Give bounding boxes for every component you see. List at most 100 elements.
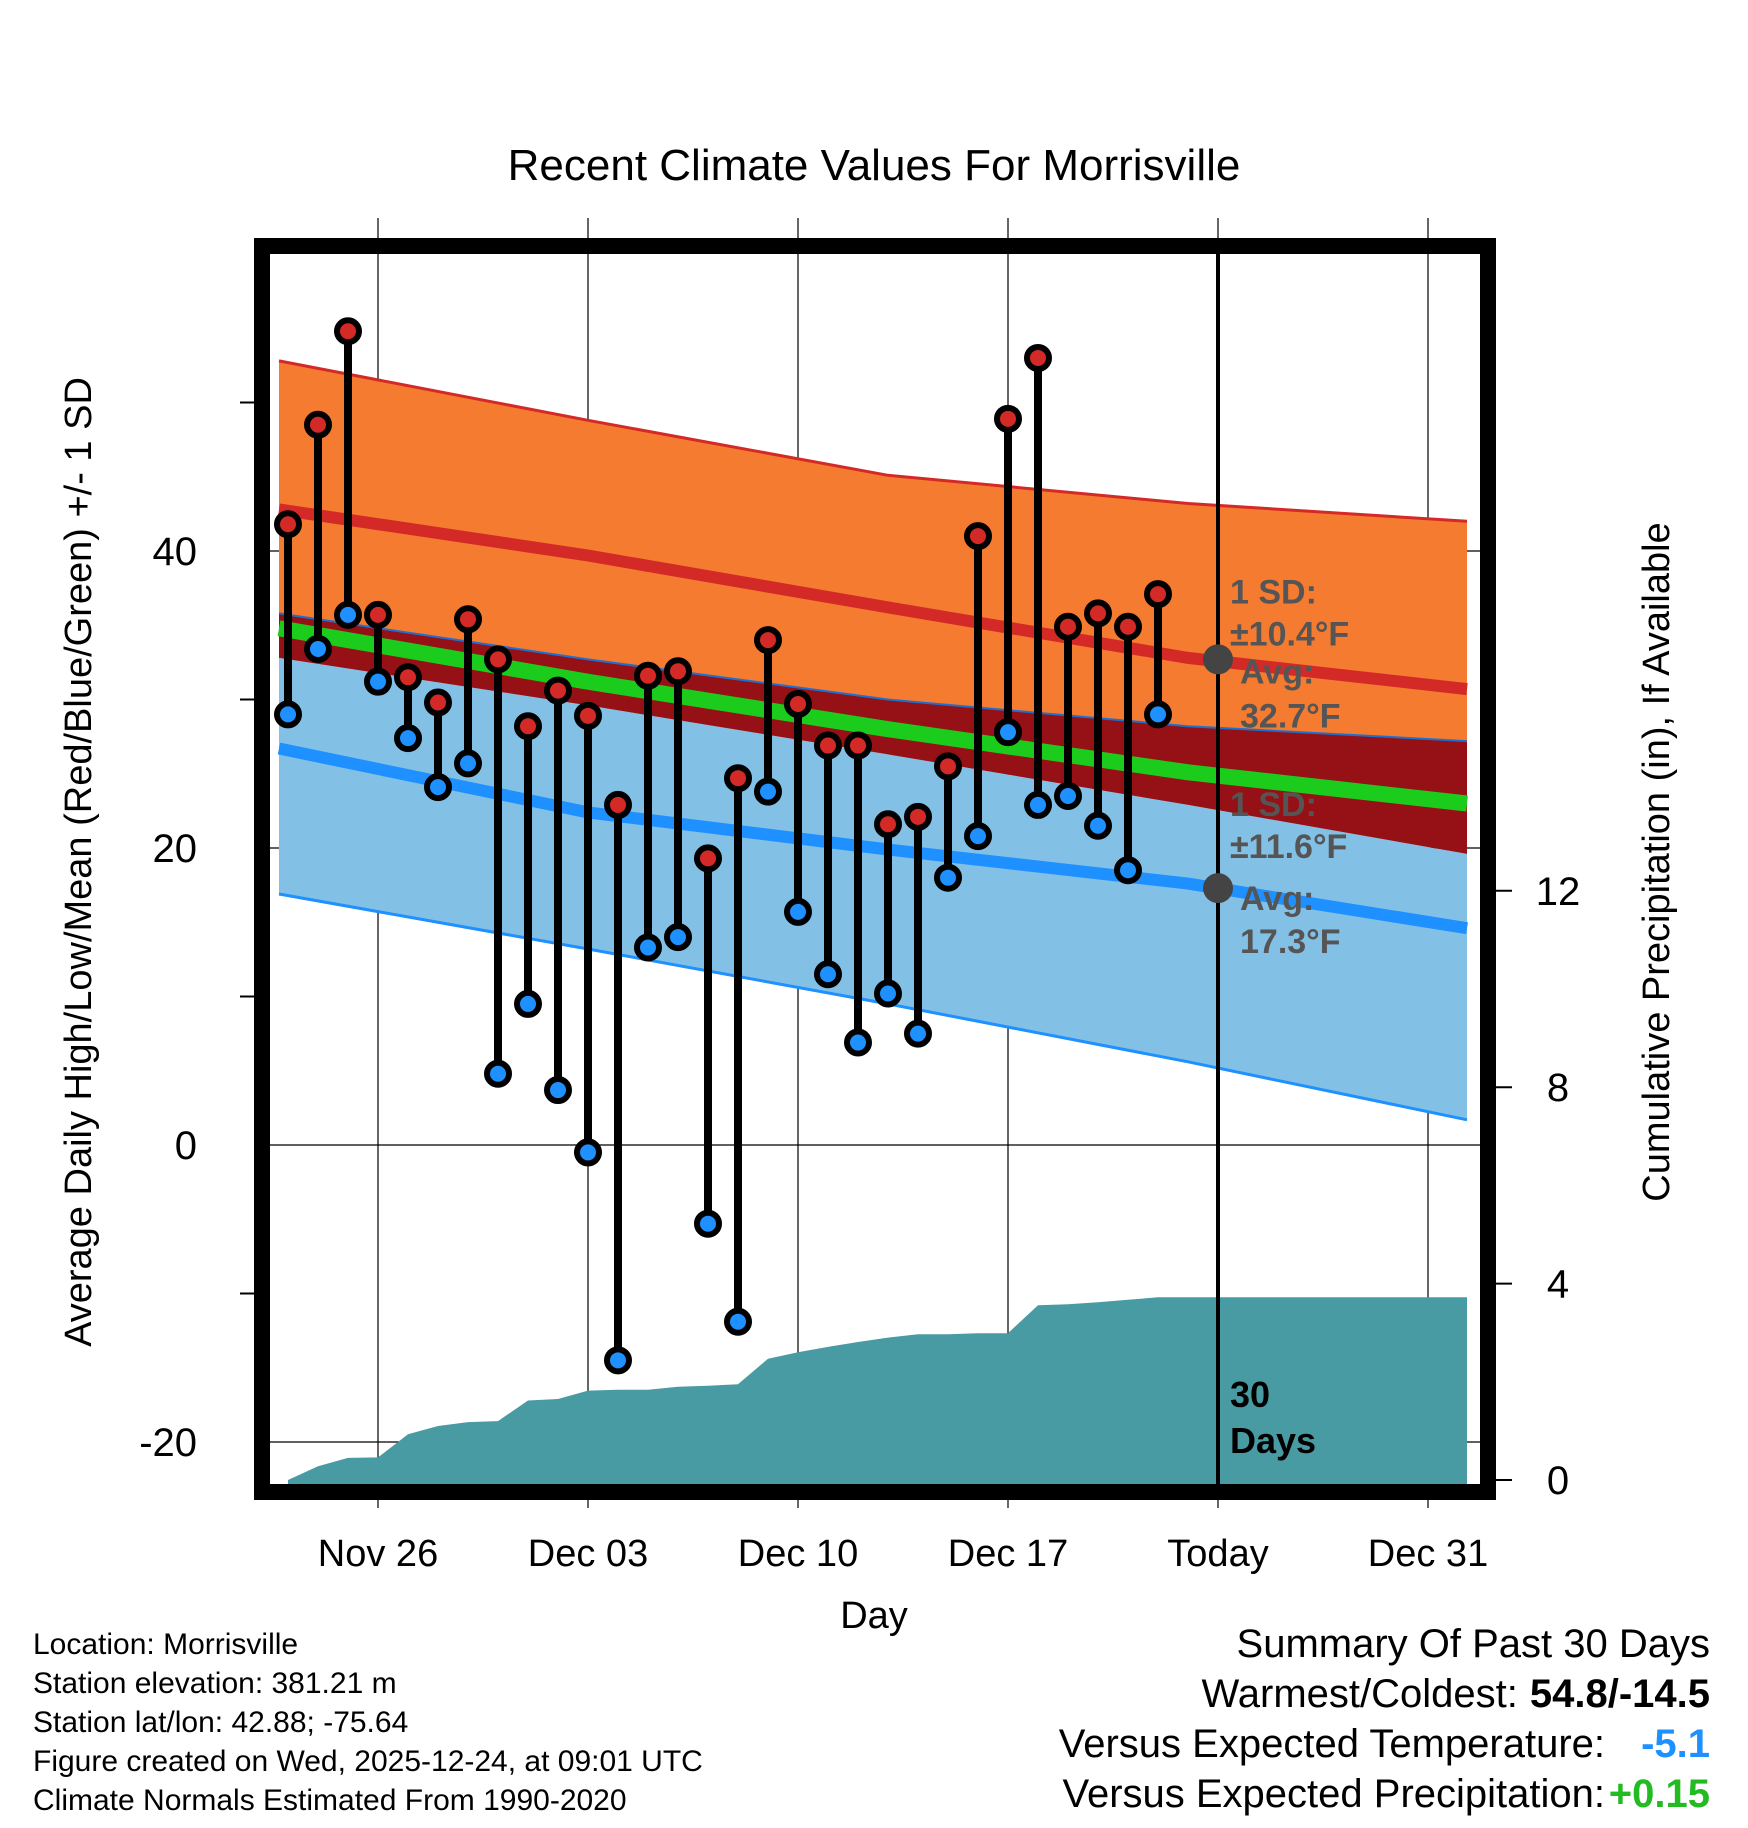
high-marker <box>274 510 302 539</box>
summary-warmest-label: Warmest/Coldest: <box>1201 1672 1518 1716</box>
high-marker <box>874 810 902 839</box>
summary-temp-row: Versus Expected Temperature: -5.1 <box>1059 1719 1710 1769</box>
high-marker <box>484 645 512 674</box>
high-marker <box>304 410 332 439</box>
high-marker <box>424 688 452 717</box>
low-marker <box>424 773 452 802</box>
low-marker <box>394 724 422 753</box>
summary-precip-row: Versus Expected Precipitation:+0.15 <box>1059 1769 1710 1819</box>
low-marker <box>874 979 902 1008</box>
high-marker <box>1024 343 1052 372</box>
low-marker <box>1024 790 1052 819</box>
high-sd-upper-line <box>278 359 1468 523</box>
high-sd-lower-line <box>278 612 1468 743</box>
high-marker <box>934 752 962 781</box>
low-marker <box>724 1307 752 1336</box>
x-tick-label-0: Nov 26 <box>318 1533 438 1575</box>
low-marker <box>1084 811 1112 840</box>
x-tick-label-1: Dec 03 <box>528 1533 648 1575</box>
high-marker <box>964 522 992 551</box>
low-marker <box>694 1209 722 1238</box>
high-marker <box>754 626 782 655</box>
summary-warmest-value: 54.8/-14.5 <box>1529 1672 1710 1716</box>
summary-temp-label: Versus Expected Temperature: <box>1058 1722 1605 1766</box>
low-marker <box>274 700 302 729</box>
summary-temp-value: -5.1 <box>1641 1722 1710 1766</box>
low-marker <box>334 600 362 629</box>
low-marker <box>364 667 392 696</box>
high-mean-line <box>278 503 1468 696</box>
high-marker <box>904 802 932 831</box>
low-sd-value: ±11.6°F <box>1230 828 1347 866</box>
low-marker <box>814 960 842 989</box>
low-marker <box>454 749 482 778</box>
y-right-tick-label-1: 4 <box>1547 1263 1569 1307</box>
low-marker <box>574 1138 602 1167</box>
low-marker <box>634 933 662 962</box>
low-marker <box>664 923 692 952</box>
summary-warmest-row: Warmest/Coldest: 54.8/-14.5 <box>1059 1669 1710 1719</box>
high-marker <box>1114 612 1142 641</box>
high-marker <box>544 676 572 705</box>
low-marker <box>304 635 332 664</box>
low-marker <box>604 1346 632 1375</box>
low-marker <box>484 1059 512 1088</box>
x-tick-label-5: Dec 31 <box>1368 1533 1488 1575</box>
low-avg-value: 17.3°F <box>1240 923 1341 961</box>
y-right-tick-label-0: 0 <box>1547 1459 1569 1503</box>
y-axis-right-title: Cumulative Precipitation (in), If Availa… <box>1636 522 1678 1201</box>
high-sd-label: 1 SD: <box>1230 573 1317 611</box>
y-left-tick-label-3: 40 <box>153 530 198 574</box>
plot-frame <box>254 238 1496 1500</box>
high-sd-band <box>279 360 1467 742</box>
y-left-tick-label-0: -20 <box>139 1421 197 1465</box>
low-marker <box>544 1076 572 1105</box>
info-normals: Climate Normals Estimated From 1990-2020 <box>33 1784 627 1817</box>
summary-panel: Summary Of Past 30 Days Warmest/Coldest:… <box>1059 1619 1710 1819</box>
high-avg-value: 32.7°F <box>1240 697 1341 735</box>
low-avg-label: Avg: <box>1240 880 1314 918</box>
high-marker <box>784 689 812 718</box>
low-marker <box>994 718 1022 747</box>
summary-precip-value: +0.15 <box>1608 1772 1710 1816</box>
info-latlon: Station lat/lon: 42.88; -75.64 <box>33 1706 409 1739</box>
low-marker <box>784 897 812 926</box>
low-sd-band <box>279 657 1467 1120</box>
high-avg-label: Avg: <box>1240 653 1314 691</box>
low-marker <box>514 989 542 1018</box>
low-marker <box>904 1019 932 1048</box>
high-marker <box>634 661 662 690</box>
precipitation-area <box>288 1297 1467 1492</box>
high-marker <box>1084 599 1112 628</box>
station-info: Location: Morrisville Station elevation:… <box>33 1625 703 1820</box>
high-marker <box>454 605 482 634</box>
high-marker <box>844 731 872 760</box>
high-marker <box>724 764 752 793</box>
y-right-tick-label-2: 8 <box>1547 1066 1569 1110</box>
low-marker <box>1144 700 1172 729</box>
summary-precip-label: Versus Expected Precipitation: <box>1062 1772 1605 1816</box>
high-avg-dot <box>1203 644 1233 675</box>
info-elevation: Station elevation: 381.21 m <box>33 1667 397 1700</box>
low-marker <box>1054 782 1082 811</box>
plot-content <box>274 246 1468 1492</box>
chart-title: Recent Climate Values For Morrisville <box>508 141 1241 190</box>
y-axis-left-title: Average Daily High/Low/Mean (Red/Blue/Gr… <box>58 377 100 1347</box>
low-sd-label: 1 SD: <box>1230 786 1317 824</box>
high-marker <box>514 712 542 741</box>
low-marker <box>1114 856 1142 885</box>
y-right-tick-label-3: 12 <box>1536 870 1581 914</box>
y-left-tick-label-2: 20 <box>153 827 198 871</box>
high-marker <box>334 317 362 346</box>
high-marker <box>604 790 632 819</box>
days-unit-label: Days <box>1230 1420 1316 1461</box>
x-tick-label-4: Today <box>1167 1533 1268 1575</box>
info-location: Location: Morrisville <box>33 1628 299 1661</box>
high-marker <box>1144 580 1172 609</box>
high-marker <box>1054 612 1082 641</box>
high-marker <box>814 731 842 760</box>
high-marker <box>574 701 602 730</box>
high-sd-value: ±10.4°F <box>1230 615 1349 653</box>
y-left-tick-label-1: 0 <box>175 1124 197 1168</box>
